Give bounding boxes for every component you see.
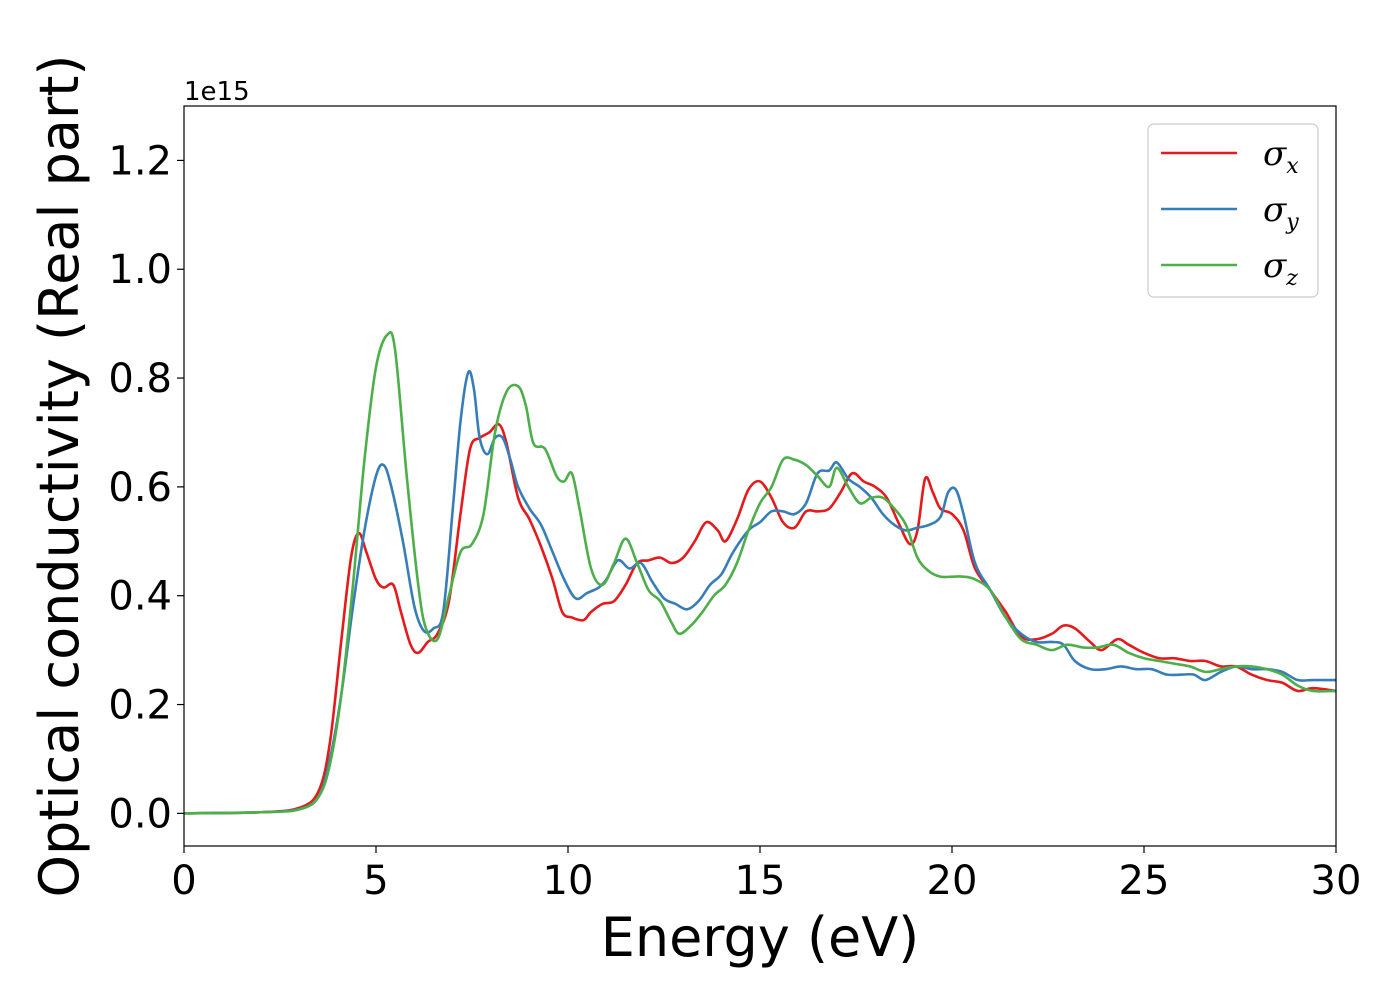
y-tick-label: 0.8 bbox=[108, 356, 172, 402]
y-axis: 0.0 0.2 0.4 0.6 0.8 1.0 1.2 bbox=[108, 138, 184, 837]
x-tick-label: 25 bbox=[1119, 858, 1170, 904]
legend-label-x: σx bbox=[1263, 134, 1299, 179]
y-tick-label: 0.4 bbox=[108, 574, 172, 620]
x-tick-label: 30 bbox=[1311, 858, 1362, 904]
y-tick-label: 0.0 bbox=[108, 791, 172, 837]
y-tick-label: 0.2 bbox=[108, 683, 172, 729]
series-line-z bbox=[184, 330, 1336, 815]
y-axis-title: Optical conductivity (Real part) bbox=[28, 55, 91, 898]
x-axis-title: Energy (eV) bbox=[601, 906, 920, 969]
y-tick-label: 0.6 bbox=[108, 465, 172, 511]
legend-subscript: x bbox=[1286, 154, 1299, 179]
legend-subscript: y bbox=[1285, 210, 1299, 235]
legend-subscript: z bbox=[1285, 266, 1298, 291]
legend-label-z: σz bbox=[1263, 246, 1298, 291]
y-offset-label: 1e15 bbox=[184, 77, 250, 107]
x-tick-label: 0 bbox=[171, 858, 196, 904]
legend-frame bbox=[1147, 123, 1319, 298]
y-tick-label: 1.0 bbox=[108, 247, 172, 293]
series-line-x bbox=[184, 422, 1336, 815]
x-tick-label: 10 bbox=[543, 858, 594, 904]
legend-symbol: σ bbox=[1263, 134, 1287, 174]
series-layer bbox=[184, 330, 1336, 815]
x-tick-label: 15 bbox=[735, 858, 786, 904]
series-line-y bbox=[184, 370, 1336, 815]
legend-symbol: σ bbox=[1263, 190, 1287, 230]
legend-label-y: σy bbox=[1263, 190, 1299, 235]
x-axis: 0 5 10 15 20 25 30 bbox=[171, 846, 1361, 904]
y-tick-label: 1.2 bbox=[108, 138, 172, 184]
x-tick-label: 20 bbox=[927, 858, 978, 904]
legend-symbol: σ bbox=[1263, 246, 1287, 286]
x-tick-label: 5 bbox=[363, 858, 388, 904]
